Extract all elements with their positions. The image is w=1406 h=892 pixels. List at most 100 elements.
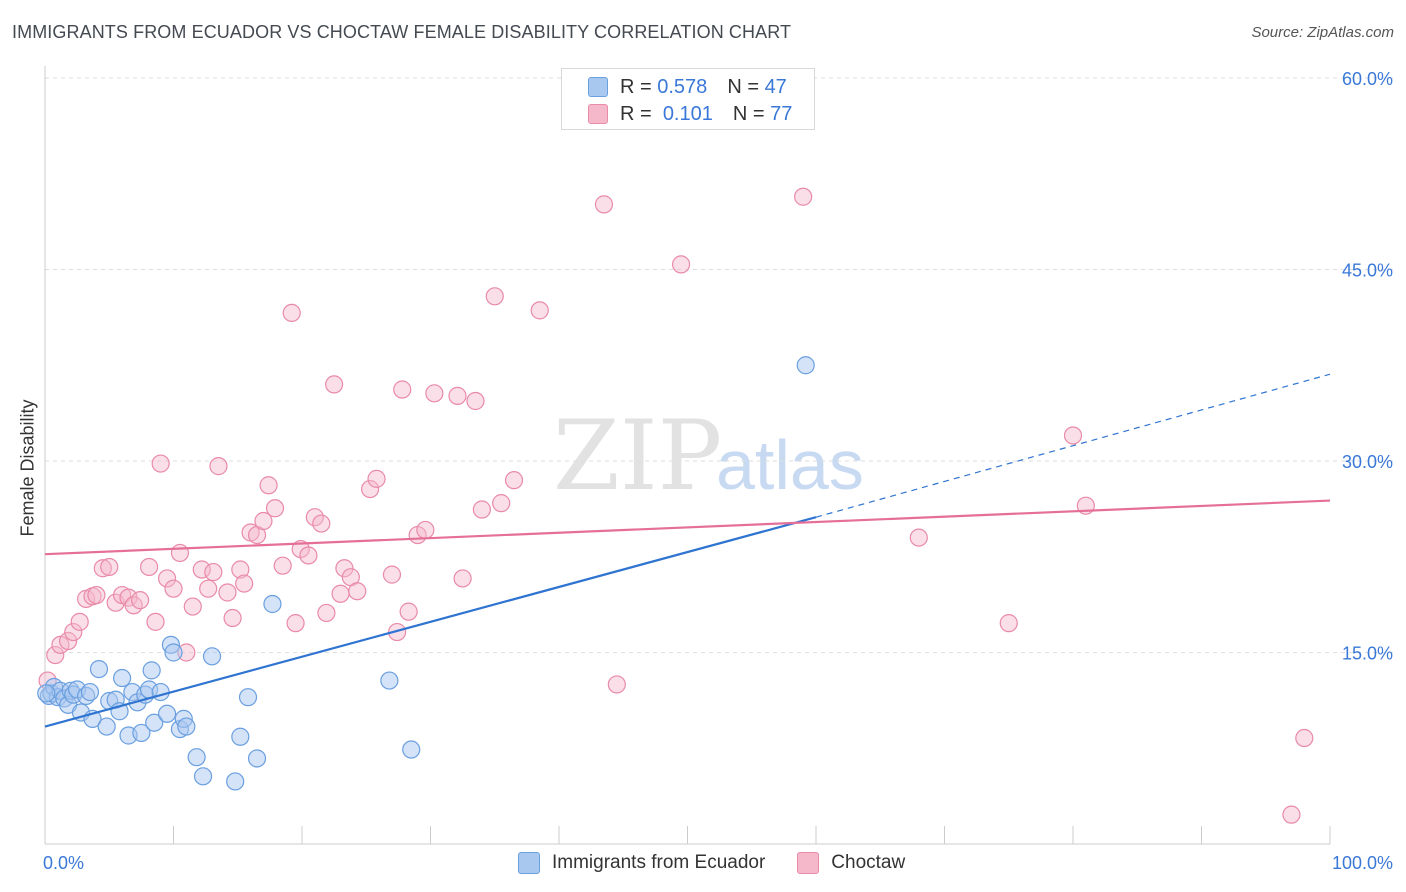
- y-tick-label: 60.0%: [1342, 69, 1393, 89]
- choctaw-point: [361, 479, 380, 499]
- legend-n-value-ecuador: 47: [764, 75, 787, 98]
- choctaw-point: [317, 603, 336, 623]
- ecuador-point: [164, 643, 183, 662]
- choctaw-point: [331, 584, 350, 603]
- choctaw-point: [139, 557, 159, 577]
- ecuador-trendline: [44, 516, 817, 728]
- choctaw-point: [399, 602, 418, 621]
- choctaw-point: [794, 187, 813, 206]
- choctaw-point: [335, 559, 354, 578]
- choctaw-point: [265, 499, 285, 518]
- watermark: ZIP atlas: [553, 400, 864, 512]
- ecuador-point: [97, 717, 116, 736]
- legend-label-ecuador: Immigrants from Ecuador: [552, 852, 766, 873]
- watermark-zip: ZIP: [553, 400, 722, 512]
- choctaw-point: [286, 614, 305, 633]
- choctaw-point: [235, 574, 254, 593]
- choctaw-point: [594, 195, 614, 214]
- legend-r-value-choctaw: 0.101: [662, 102, 713, 125]
- legend-r-value-ecuador: 0.578: [657, 75, 708, 98]
- ecuador-point: [402, 740, 421, 759]
- x-tick-label: 0.0%: [43, 853, 84, 873]
- y-tick-label: 15.0%: [1342, 644, 1393, 664]
- choctaw-point: [231, 560, 250, 579]
- legend-item-ecuador: Immigrants from Ecuador: [518, 852, 765, 874]
- ecuador-point: [202, 647, 222, 666]
- choctaw-point: [312, 514, 331, 533]
- stats-legend: R = 0.578 N = 47 R = 0.101 N = 77: [561, 68, 815, 130]
- choctaw-point: [530, 301, 549, 320]
- y-tick-label: 30.0%: [1342, 452, 1393, 472]
- legend-r-label: R =: [620, 75, 652, 98]
- choctaw-point: [151, 454, 170, 473]
- choctaw-point: [183, 597, 202, 616]
- choctaw-point: [1282, 805, 1301, 824]
- legend-swatch-choctaw: [797, 852, 820, 874]
- ecuador-point: [226, 772, 245, 791]
- choctaw-point: [453, 569, 472, 588]
- legend-label-choctaw: Choctaw: [831, 852, 906, 873]
- choctaw-point: [1295, 728, 1314, 748]
- choctaw-trendline: [44, 499, 1331, 556]
- choctaw-point: [259, 476, 278, 495]
- choctaw-point: [367, 469, 386, 488]
- legend-n-label: N =: [732, 102, 765, 125]
- ecuador-point: [151, 682, 170, 702]
- y-tick-label: 45.0%: [1342, 261, 1393, 281]
- choctaw-point: [164, 579, 183, 598]
- choctaw-point: [157, 569, 177, 588]
- choctaw-point: [100, 557, 119, 577]
- choctaw-point: [209, 457, 228, 476]
- legend-r-label: R =: [620, 102, 652, 125]
- choctaw-point: [87, 585, 106, 605]
- choctaw-point: [46, 645, 65, 665]
- x-tick-label: 100.0%: [1332, 853, 1393, 873]
- choctaw-point: [387, 622, 407, 642]
- ecuador-point: [247, 749, 267, 768]
- series-legend: Immigrants from Ecuador Choctaw: [518, 852, 937, 874]
- choctaw-point: [504, 471, 524, 490]
- choctaw-point: [1063, 426, 1083, 445]
- choctaw-point: [282, 303, 301, 323]
- legend-item-choctaw: Choctaw: [797, 852, 905, 874]
- choctaw-point: [64, 622, 83, 642]
- ecuador-trendline-extension: [815, 373, 1331, 518]
- ecuador-point: [37, 684, 56, 703]
- watermark-atlas: atlas: [716, 426, 864, 504]
- choctaw-point: [492, 494, 511, 513]
- legend-swatch-choctaw: [588, 104, 608, 124]
- tick-labels: 15.0% 30.0% 45.0% 60.0% 0.0% 100.0%: [43, 69, 1393, 873]
- ecuador-point: [187, 748, 206, 767]
- ecuador-point: [238, 688, 258, 707]
- legend-n-value-choctaw: 77: [770, 102, 793, 125]
- choctaw-point: [146, 612, 165, 631]
- choctaw-point: [425, 384, 444, 403]
- ecuador-point: [132, 723, 151, 743]
- choctaw-point: [466, 391, 485, 411]
- choctaw-point: [204, 562, 223, 582]
- choctaw-point: [299, 546, 318, 565]
- choctaw-point: [59, 631, 78, 651]
- choctaw-point: [472, 500, 491, 519]
- choctaw-point: [93, 559, 112, 578]
- choctaw-point: [218, 583, 237, 602]
- ecuador-point: [89, 659, 109, 679]
- ecuador-point: [157, 704, 177, 723]
- ecuador-point: [380, 671, 399, 690]
- choctaw-point: [348, 582, 367, 601]
- choctaw-point: [130, 591, 150, 610]
- ecuador-point: [142, 661, 161, 680]
- legend-n-label: N =: [727, 75, 759, 98]
- choctaw-point: [607, 675, 626, 694]
- legend-swatch-ecuador: [518, 852, 540, 874]
- choctaw-point: [223, 608, 242, 628]
- ecuador-point: [80, 682, 100, 702]
- source-label: Source: ZipAtlas.com: [1251, 24, 1394, 41]
- ecuador-point: [112, 668, 132, 688]
- choctaw-point: [192, 560, 211, 579]
- ecuador-points: [37, 356, 815, 791]
- choctaw-point: [416, 520, 435, 540]
- legend-row-choctaw: R = 0.101 N = 77: [620, 103, 792, 125]
- ecuador-point: [796, 356, 815, 375]
